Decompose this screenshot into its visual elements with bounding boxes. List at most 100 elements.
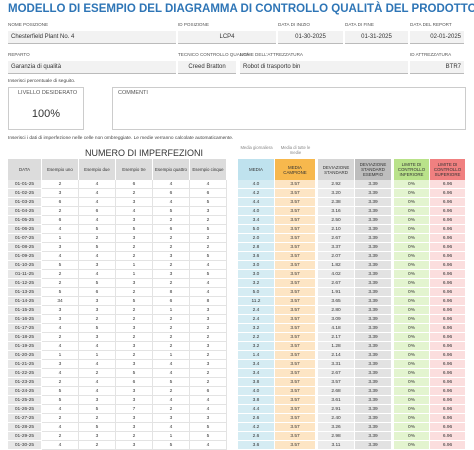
table-cell: 4 [79,378,116,387]
table-cell: 2 [153,342,190,351]
table-cell: 3 [42,315,79,324]
table-cell: 3 [79,333,116,342]
table-cell: 6.96 [430,297,466,306]
table-cell: 6.96 [430,288,466,297]
table-cell: 3 [79,396,116,405]
table-cell: 01-29-25 [8,432,42,441]
table-cell: 0% [394,342,430,351]
table-cell: 3.39 [355,405,392,414]
table-cell: 3.39 [355,234,392,243]
table-cell: 6.96 [430,387,466,396]
table-cell: 1 [153,432,190,441]
table-cell: 2.2 [238,333,275,342]
table-cell: 4 [153,360,190,369]
table-cell: 5 [190,198,227,207]
table-cell: 4.0 [238,387,275,396]
table-cell: 3 [116,279,153,288]
table-cell: 3 [42,306,79,315]
table-cell: 4 [190,441,227,450]
info-label: ID POSIZIONE [178,22,209,27]
table-cell: 3.0 [238,261,275,270]
table-cell: 3 [116,423,153,432]
table-cell: 5 [79,405,116,414]
table-cell: 5 [79,243,116,252]
table-cell: 5 [190,423,227,432]
table-cell: 4 [79,216,116,225]
table-cell: 6.96 [430,234,466,243]
table-cell: 0% [394,396,430,405]
table-cell: 4 [42,423,79,432]
table-cell: 2.40 [318,414,355,423]
table-cell: 3.39 [355,333,392,342]
table-cell: 4 [42,252,79,261]
table-cell: 2 [116,306,153,315]
table-cell: 3.57 [318,378,355,387]
table-cell: 01-20-25 [8,351,42,360]
table-cell: 6.96 [430,369,466,378]
table-cell: 5 [42,396,79,405]
table-cell: 3.57 [275,423,316,432]
table-cell: 5 [153,378,190,387]
table-cell: 3.57 [275,297,316,306]
table-cell: 34 [42,297,79,306]
table-cell: 3.39 [355,279,392,288]
table-cell: 01-11-25 [8,270,42,279]
comments-label: COMMENTI [118,90,148,96]
table-cell: 6.96 [430,351,466,360]
table-cell: 3.57 [275,234,316,243]
table-cell: 3.39 [355,324,392,333]
table-cell: 1 [153,306,190,315]
table-cell: 1 [42,234,79,243]
column-header: Esempio tre [116,159,153,180]
table-cell: 4 [42,342,79,351]
table-cell: 3 [42,243,79,252]
table-cell: 4.0 [238,207,275,216]
table-cell: 4 [79,270,116,279]
table-cell: 3.39 [355,342,392,351]
table-cell: 01-21-25 [8,360,42,369]
table-cell: 2.6 [238,414,275,423]
table-cell: 4 [153,396,190,405]
overall-note: Media di tutte le medie [280,145,311,155]
table-cell: 3.09 [318,315,355,324]
table-cell: 0% [394,324,430,333]
column-header: DEVIAZIONE STANDARD ESEMPIO [355,159,392,180]
table-cell: 6.96 [430,198,466,207]
table-cell: 2 [116,288,153,297]
table-cell: 01-13-25 [8,288,42,297]
table-cell: 4 [79,198,116,207]
table-cell: 01-25-25 [8,396,42,405]
table-cell: 3.8 [238,378,275,387]
table-cell: 4.18 [318,324,355,333]
info-value: 02-01-2025 [410,31,464,44]
table-cell: 3 [190,207,227,216]
table-cell: 3.39 [355,441,392,450]
table-cell: 3.57 [275,378,316,387]
table-cell: 1 [79,351,116,360]
table-cell: 4 [190,279,227,288]
table-cell: 2.68 [318,387,355,396]
table-cell: 4 [42,369,79,378]
table-cell: 2 [153,324,190,333]
table-cell: 01-26-25 [8,405,42,414]
table-cell: 2 [42,333,79,342]
table-cell: 0% [394,333,430,342]
table-cell: 2 [153,315,190,324]
table-cell: 3.4 [238,360,275,369]
table-cell: 3 [153,252,190,261]
column-header: Esempio cinque [190,159,227,180]
table-cell: 3.57 [275,252,316,261]
column-header: LIMITE DI CONTROLLO SUPERIORE [430,159,466,180]
table-cell: 4 [79,189,116,198]
table-cell: 0% [394,315,430,324]
column-header: MEDIA CAMPIONE [275,159,316,180]
table-cell: 3.39 [355,189,392,198]
table-cell: 0% [394,288,430,297]
table-cell: 5 [190,270,227,279]
table-cell: 3 [116,198,153,207]
table-cell: 4 [190,405,227,414]
table-cell: 3.57 [275,261,316,270]
table-cell: 2.98 [318,432,355,441]
table-cell: 4.02 [318,270,355,279]
